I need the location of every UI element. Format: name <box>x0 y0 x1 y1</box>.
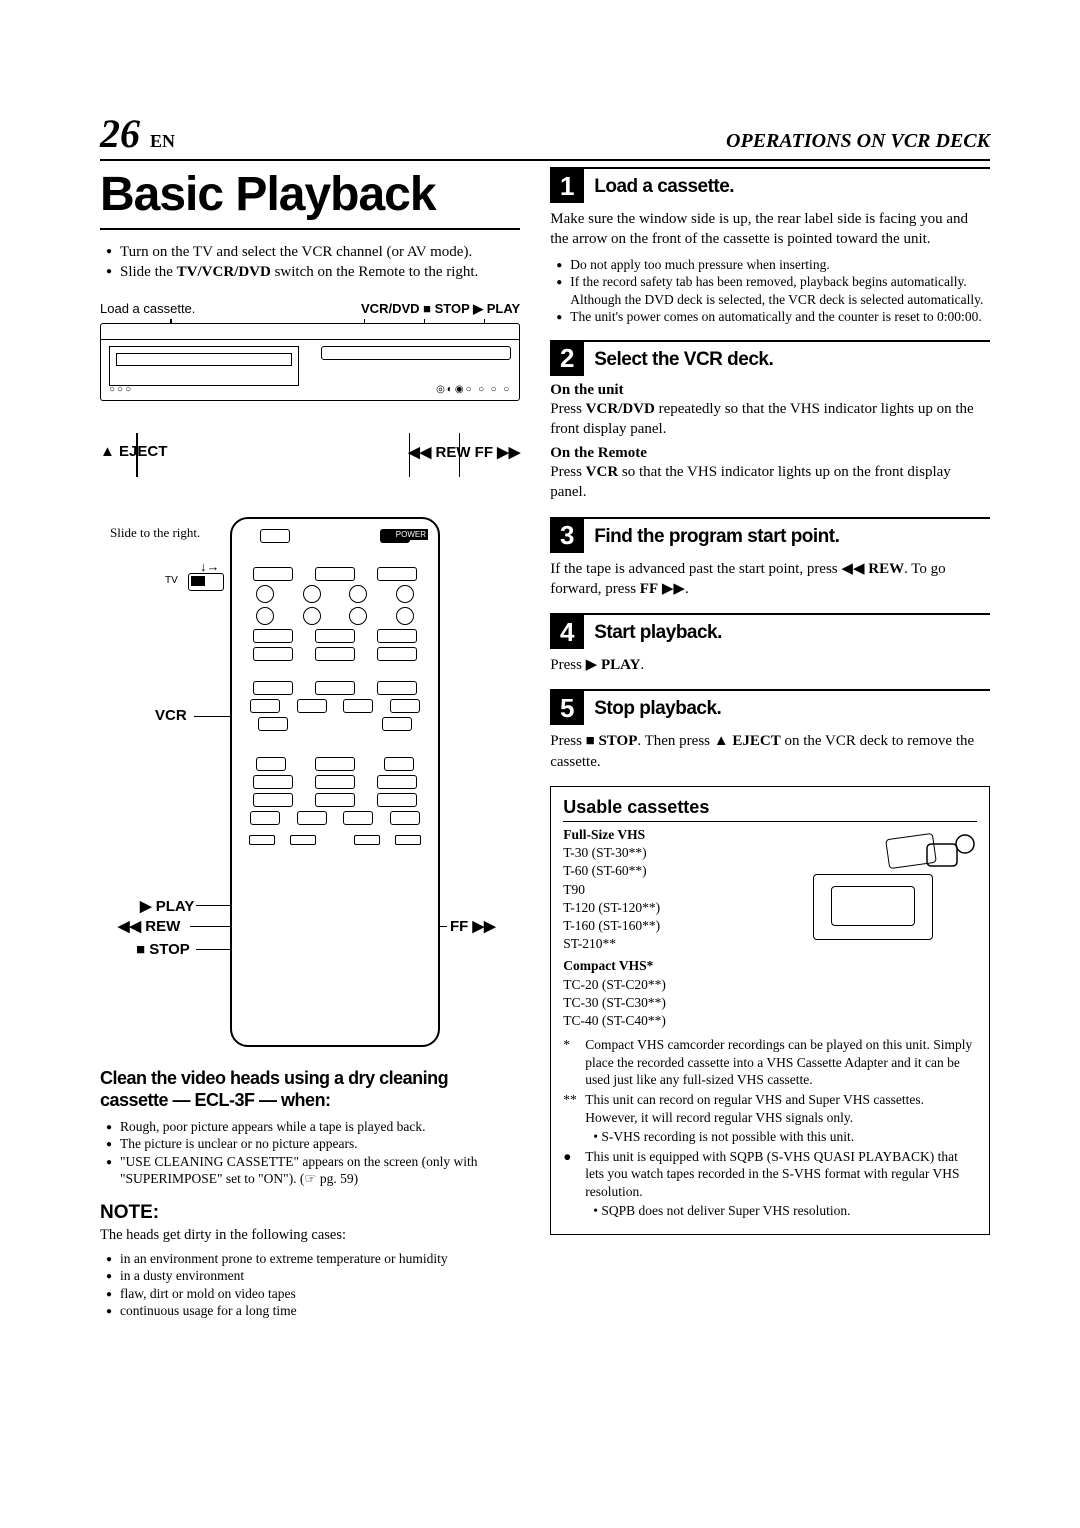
step-4-num: 4 <box>550 615 584 649</box>
note-heading: NOTE: <box>100 1202 520 1224</box>
page-num-value: 26 <box>100 111 140 156</box>
step-2-sub1-label: On the unit <box>550 382 990 399</box>
section-title: OPERATIONS ON VCR DECK <box>726 130 990 153</box>
clean-bullet-1: Rough, poor picture appears while a tape… <box>106 1118 520 1136</box>
compact-vhs-3: TC-40 (ST-C40**) <box>563 1012 977 1030</box>
note-bullets: in an environment prone to extreme tempe… <box>106 1250 520 1320</box>
step-5-body: Press ■ STOP. Then press ▲ EJECT on the … <box>550 731 990 772</box>
step-5-num: 5 <box>550 691 584 725</box>
diagram-load-label: Load a cassette. <box>100 301 195 317</box>
compact-vhs-heading: Compact VHS* <box>563 957 977 975</box>
step-1-bullet-3: The unit's power comes on automatically … <box>556 308 990 326</box>
intro-bullets: Turn on the TV and select the VCR channe… <box>106 242 520 283</box>
step-4-title: Start playback. <box>594 622 722 644</box>
step-4-body: Press ▶ PLAY. <box>550 655 990 675</box>
step-5-title: Stop playback. <box>594 698 721 720</box>
remote-vcr-label: VCR <box>155 707 187 724</box>
usable-cassettes-box: Usable cassettes Full-Size VHS T-30 (ST-… <box>550 786 990 1235</box>
note-bullet-2: in a dusty environment <box>106 1267 520 1285</box>
usable-notes: *Compact VHS camcorder recordings can be… <box>563 1036 977 1219</box>
left-column: Basic Playback Turn on the TV and select… <box>100 167 520 1330</box>
remote-stop-label: ■ STOP <box>136 941 190 958</box>
page-num-suffix: EN <box>150 131 175 151</box>
clean-bullet-2: The picture is unclear or no picture app… <box>106 1135 520 1153</box>
intro-bullet-1: Turn on the TV and select the VCR channe… <box>106 242 520 262</box>
clean-heading: Clean the video heads using a dry cleani… <box>100 1067 520 1112</box>
step-2-sub2-label: On the Remote <box>550 445 990 462</box>
note-intro: The heads get dirty in the following cas… <box>100 1227 520 1244</box>
step-3-title: Find the program start point. <box>594 526 839 548</box>
step-1-title: Load a cassette. <box>594 176 734 198</box>
remote-play-label: ▶ PLAY <box>140 897 194 915</box>
compact-vhs-2: TC-30 (ST-C30**) <box>563 994 977 1012</box>
compact-vhs-1: TC-20 (ST-C20**) <box>563 976 977 994</box>
main-title: Basic Playback <box>100 167 520 230</box>
page-header: 26 EN OPERATIONS ON VCR DECK <box>100 110 990 161</box>
remote-slide-note: Slide to the right. <box>110 525 210 541</box>
diagram-eject-label: ▲ EJECT <box>100 443 167 461</box>
cassette-illustration <box>807 830 977 945</box>
vcr-body-icon: ○○○ ◎◐◉○ ○ ○ ○ <box>100 323 520 401</box>
usable-note-5: • SQPB does not deliver Super VHS resolu… <box>563 1202 977 1220</box>
usable-note-4: ●This unit is equipped with SQPB (S-VHS … <box>563 1148 977 1201</box>
usable-note-1: *Compact VHS camcorder recordings can be… <box>563 1036 977 1089</box>
step-2-title: Select the VCR deck. <box>594 349 773 371</box>
step-3: 3 Find the program start point. If the t… <box>550 517 990 600</box>
step-2-sub1-body: Press VCR/DVD repeatedly so that the VHS… <box>550 399 990 440</box>
step-1-num: 1 <box>550 169 584 203</box>
vcr-diagram: Load a cassette. VCR/DVD ■ STOP ▶ PLAY ○… <box>100 301 520 501</box>
diagram-rewff-label: ◀◀ REW FF ▶▶ <box>408 443 520 461</box>
step-1-bullet-2: If the record safety tab has been remove… <box>556 273 990 308</box>
tv-label: TV <box>165 575 178 586</box>
step-2-num: 2 <box>550 342 584 376</box>
usable-title: Usable cassettes <box>563 797 977 822</box>
remote-ff-label: FF ▶▶ <box>450 917 496 935</box>
clean-bullets: Rough, poor picture appears while a tape… <box>106 1118 520 1188</box>
usable-note-3: • S-VHS recording is not possible with t… <box>563 1128 977 1146</box>
power-label: POWER <box>394 529 428 540</box>
page-number: 26 EN <box>100 110 175 157</box>
note-bullet-3: flaw, dirt or mold on video tapes <box>106 1285 520 1303</box>
remote-body-icon: POWER <box>230 517 440 1047</box>
remote-rew-label: ◀◀ REW <box>118 917 180 935</box>
right-column: 1 Load a cassette. Make sure the window … <box>550 167 990 1330</box>
note-bullet-4: continuous usage for a long time <box>106 1302 520 1320</box>
clean-bullet-3: "USE CLEANING CASSETTE" appears on the s… <box>106 1153 520 1188</box>
remote-diagram: Slide to the right. ↓→ TV VCR ▶ PLAY ◀◀ … <box>100 517 520 1057</box>
step-2-sub2-body: Press VCR so that the VHS indicator ligh… <box>550 462 990 503</box>
step-1: 1 Load a cassette. Make sure the window … <box>550 167 990 326</box>
step-4: 4 Start playback. Press ▶ PLAY. <box>550 613 990 675</box>
note-bullet-1: in an environment prone to extreme tempe… <box>106 1250 520 1268</box>
tv-slider-icon <box>188 573 224 591</box>
step-1-body: Make sure the window side is up, the rea… <box>550 209 990 250</box>
step-3-num: 3 <box>550 519 584 553</box>
diagram-top-right: VCR/DVD ■ STOP ▶ PLAY <box>361 301 520 317</box>
step-1-bullets: Do not apply too much pressure when inse… <box>556 256 990 326</box>
step-2: 2 Select the VCR deck. On the unit Press… <box>550 340 990 503</box>
intro-bullet-2: Slide the TV/VCR/DVD switch on the Remot… <box>106 262 520 282</box>
camcorder-icon <box>921 830 977 874</box>
step-5: 5 Stop playback. Press ■ STOP. Then pres… <box>550 689 990 772</box>
usable-note-2: **This unit can record on regular VHS an… <box>563 1091 977 1126</box>
step-3-body: If the tape is advanced past the start p… <box>550 559 990 600</box>
step-1-bullet-1: Do not apply too much pressure when inse… <box>556 256 990 274</box>
